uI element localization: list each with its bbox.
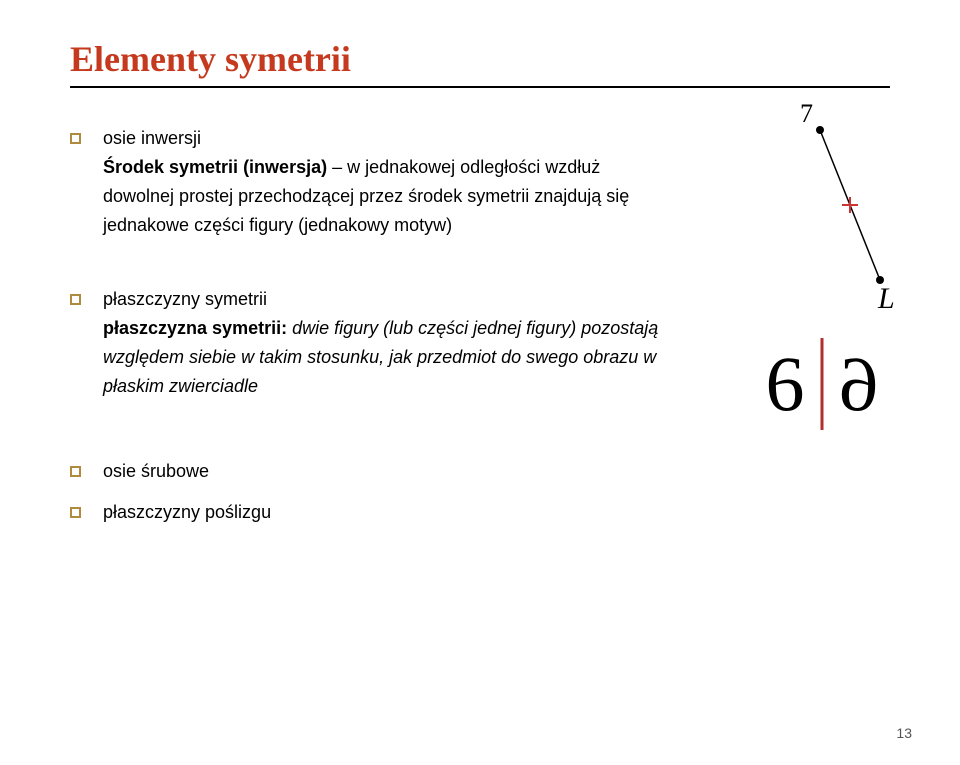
top-label: 7: [800, 100, 813, 128]
svg-text:6: 6: [840, 340, 879, 427]
definition-term: Środek symetrii (inwersja): [103, 157, 327, 177]
figure-inversion: 7 L: [760, 100, 900, 320]
bullet-label: osie śrubowe: [103, 461, 209, 482]
bullet-icon: [70, 133, 81, 144]
mirror-diagram-icon: 6 6: [750, 330, 900, 440]
definition-paragraph: płaszczyzna symetrii: dwie figury (lub c…: [103, 314, 663, 400]
bullet-label: płaszczyzny symetrii: [103, 289, 267, 310]
bullet-icon: [70, 294, 81, 305]
mirror-left-glyph: 6: [766, 340, 805, 427]
title-text: Elementy symetrii: [70, 39, 351, 79]
definition-term: płaszczyzna symetrii:: [103, 318, 287, 338]
page-title: Elementy symetrii: [70, 38, 900, 80]
section-mirror-plane: płaszczyzny symetrii płaszczyzna symetri…: [70, 289, 770, 400]
slide-page: Elementy symetrii osie inwersji Środek s…: [0, 0, 960, 765]
content-area: osie inwersji Środek symetrii (inwersja)…: [70, 128, 770, 523]
section-inversion: osie inwersji Środek symetrii (inwersja)…: [70, 128, 770, 239]
figure-mirror: 6 6: [750, 330, 900, 440]
bullet-row: płaszczyzny poślizgu: [70, 502, 770, 523]
bullet-icon: [70, 507, 81, 518]
bottom-label: L: [877, 282, 895, 315]
bullet-icon: [70, 466, 81, 477]
bullet-row: płaszczyzny symetrii: [70, 289, 770, 310]
inversion-diagram-icon: 7 L: [760, 100, 900, 320]
title-underline: [70, 86, 890, 88]
section-glide-planes: płaszczyzny poślizgu: [70, 502, 770, 523]
bullet-row: osie śrubowe: [70, 461, 770, 482]
mirror-right-glyph: 6: [840, 340, 879, 427]
bullet-label: osie inwersji: [103, 128, 201, 149]
page-number: 13: [896, 725, 912, 741]
section-screw-axes: osie śrubowe: [70, 461, 770, 482]
bullet-row: osie inwersji: [70, 128, 770, 149]
definition-paragraph: Środek symetrii (inwersja) – w jednakowe…: [103, 153, 663, 239]
bullet-label: płaszczyzny poślizgu: [103, 502, 271, 523]
